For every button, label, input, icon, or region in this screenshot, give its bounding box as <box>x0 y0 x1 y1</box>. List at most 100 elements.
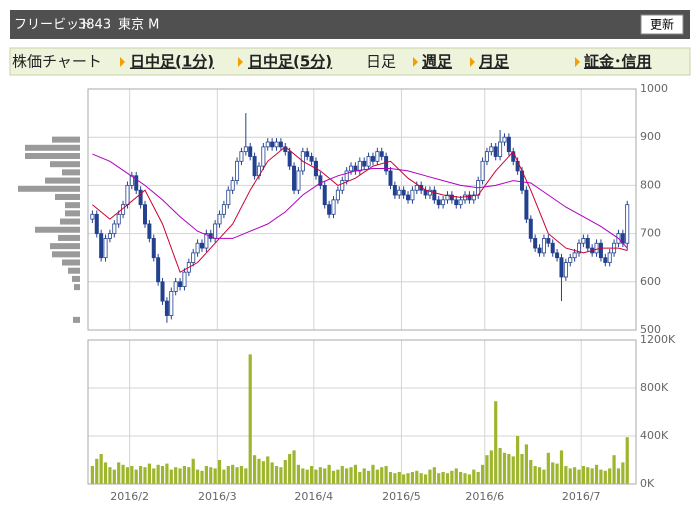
volume-bar <box>217 460 222 484</box>
tab[interactable]: 日中足(5分) <box>248 53 332 71</box>
volume-bar <box>108 467 112 484</box>
volume-bar <box>178 468 182 484</box>
header-bar <box>10 10 690 39</box>
candle-body <box>103 238 108 259</box>
candle-body <box>99 233 104 259</box>
candle-body <box>252 156 257 177</box>
y-tick-label: 900 <box>640 130 661 143</box>
volume-bar <box>274 466 279 484</box>
volume-bar <box>380 467 384 484</box>
volume-bar <box>266 456 270 484</box>
tab-arrow <box>238 57 243 67</box>
volume-bar <box>459 472 463 484</box>
candle-body <box>335 189 340 201</box>
candle-body <box>213 223 218 239</box>
candle-body <box>471 194 476 201</box>
volume-bar <box>480 464 485 484</box>
volume-bar <box>103 462 108 484</box>
volume-bar <box>301 468 305 484</box>
tab[interactable]: 証金･信用 <box>584 53 652 71</box>
candle-body <box>493 146 498 157</box>
tab[interactable]: 月足 <box>478 53 510 71</box>
volume-bar <box>160 466 165 484</box>
candle-body <box>156 257 161 283</box>
volume-bar <box>511 456 515 484</box>
candle-body <box>480 160 485 181</box>
y-tick-label: 1000 <box>640 82 668 95</box>
volume-bar <box>428 469 432 484</box>
candle-body <box>191 252 196 263</box>
candle-body <box>90 213 95 220</box>
candle-body <box>169 291 174 316</box>
volume-bar <box>542 469 546 484</box>
volume-bar <box>318 467 322 484</box>
volume-bar <box>134 469 138 484</box>
candle-body <box>309 156 314 162</box>
candle-body <box>107 233 112 239</box>
candle-body <box>546 238 551 244</box>
volume-bar <box>239 466 244 484</box>
volume-bar <box>586 467 590 484</box>
candle-body <box>524 189 529 220</box>
volume-bar <box>349 467 353 484</box>
tab[interactable]: 週足 <box>422 53 453 71</box>
volume-bar <box>327 464 331 484</box>
y-tick-label: 700 <box>640 227 661 240</box>
candle-body <box>94 213 99 235</box>
volume-bar <box>252 455 257 484</box>
candle-body <box>506 136 511 153</box>
price-frame <box>87 88 637 331</box>
tab-arrow <box>470 57 475 67</box>
volume-bar <box>419 473 423 484</box>
volume-profile-bar <box>68 267 80 274</box>
volume-bar <box>599 469 603 484</box>
candle-body <box>353 165 358 172</box>
candle-body <box>173 281 178 292</box>
volume-bar <box>222 469 226 484</box>
candle-body <box>270 141 275 148</box>
volume-bar <box>147 463 151 484</box>
volume-bar <box>445 473 450 484</box>
refresh-button[interactable] <box>640 14 684 35</box>
volume-profile-bar <box>25 152 80 159</box>
x-tick-label: 2016/5 <box>382 490 421 503</box>
x-tick-label: 2016/6 <box>465 490 504 503</box>
candle-body <box>287 151 292 167</box>
y-tick-label: 1200K <box>640 333 676 346</box>
volume-bar <box>568 468 572 484</box>
candle-body <box>401 189 406 196</box>
volume-bar <box>516 436 520 484</box>
volume-bar <box>156 464 160 484</box>
volume-bar <box>616 468 621 484</box>
candle-body <box>230 180 235 191</box>
candle-body <box>449 194 454 201</box>
volume-profile-bar <box>73 316 80 323</box>
refresh-label[interactable]: 更新 <box>650 17 674 32</box>
volume-profile-bar <box>18 185 80 192</box>
volume-bar <box>384 466 388 484</box>
candle-body <box>375 151 380 162</box>
volume-bar <box>555 463 559 484</box>
tab: 日足 <box>366 53 396 71</box>
x-tick-label: 2016/7 <box>562 490 601 503</box>
tab[interactable]: 日中足(1分) <box>130 53 214 71</box>
candle-body <box>541 238 546 254</box>
candle-body <box>392 184 397 196</box>
volume-profile-bar <box>65 210 80 217</box>
volume-bar <box>551 462 555 484</box>
volume-bar <box>375 469 379 484</box>
volume-bar <box>537 467 542 484</box>
candle-body <box>243 146 248 153</box>
volume-bar <box>209 467 213 484</box>
candle-body <box>318 175 323 186</box>
volume-bar <box>187 467 191 484</box>
volume-bar <box>174 467 178 484</box>
volume-bar <box>507 454 511 484</box>
candle-body <box>498 141 503 157</box>
candle-body <box>178 281 183 288</box>
y-tick-label: 0K <box>640 477 655 490</box>
volume-bar <box>406 473 410 484</box>
volume-bar <box>95 458 99 484</box>
candle-body <box>265 141 270 148</box>
tab-arrow <box>575 57 580 67</box>
